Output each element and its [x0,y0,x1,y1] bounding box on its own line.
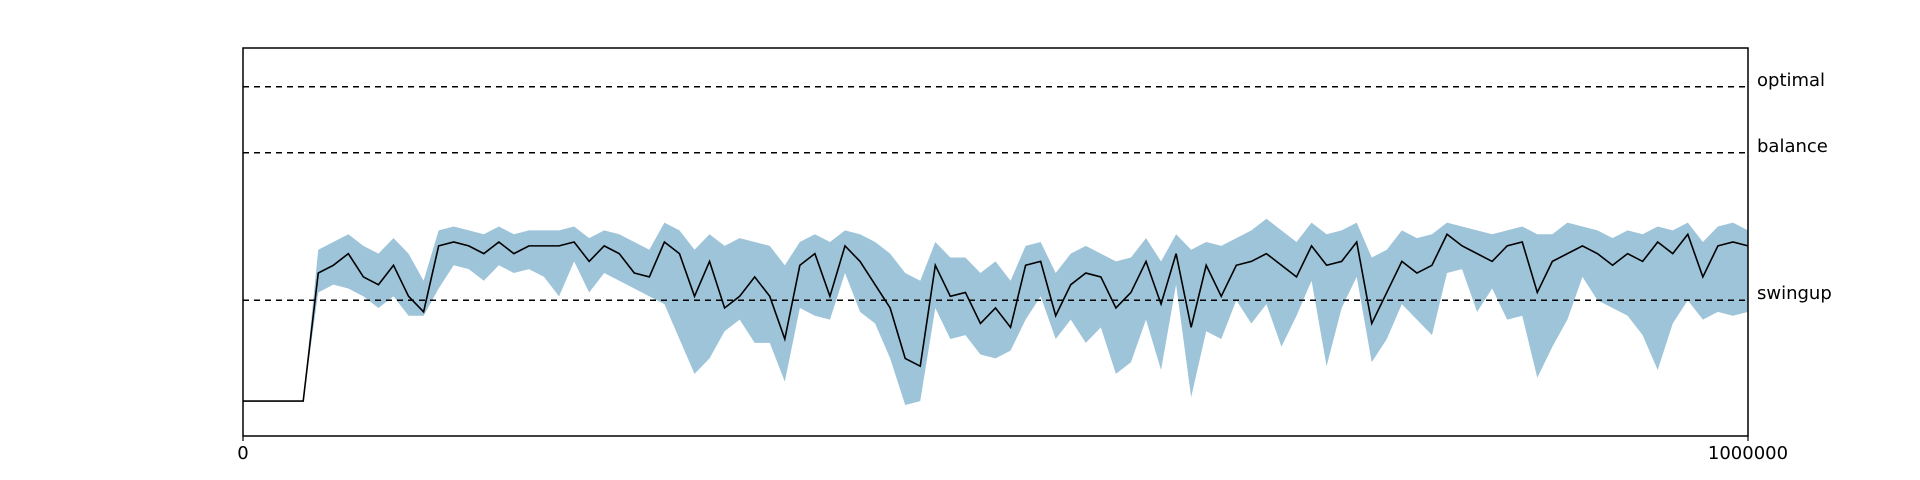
plot-frame [242,47,1749,437]
reference-label: swingup [1757,283,1832,304]
mean-line [243,232,1749,402]
reference-label: balance [1757,136,1828,157]
x-tick-label: 1000000 [1708,443,1788,464]
x-tick-label: 0 [237,443,248,464]
band [243,218,1748,405]
reference-label: optimal [1757,70,1825,91]
